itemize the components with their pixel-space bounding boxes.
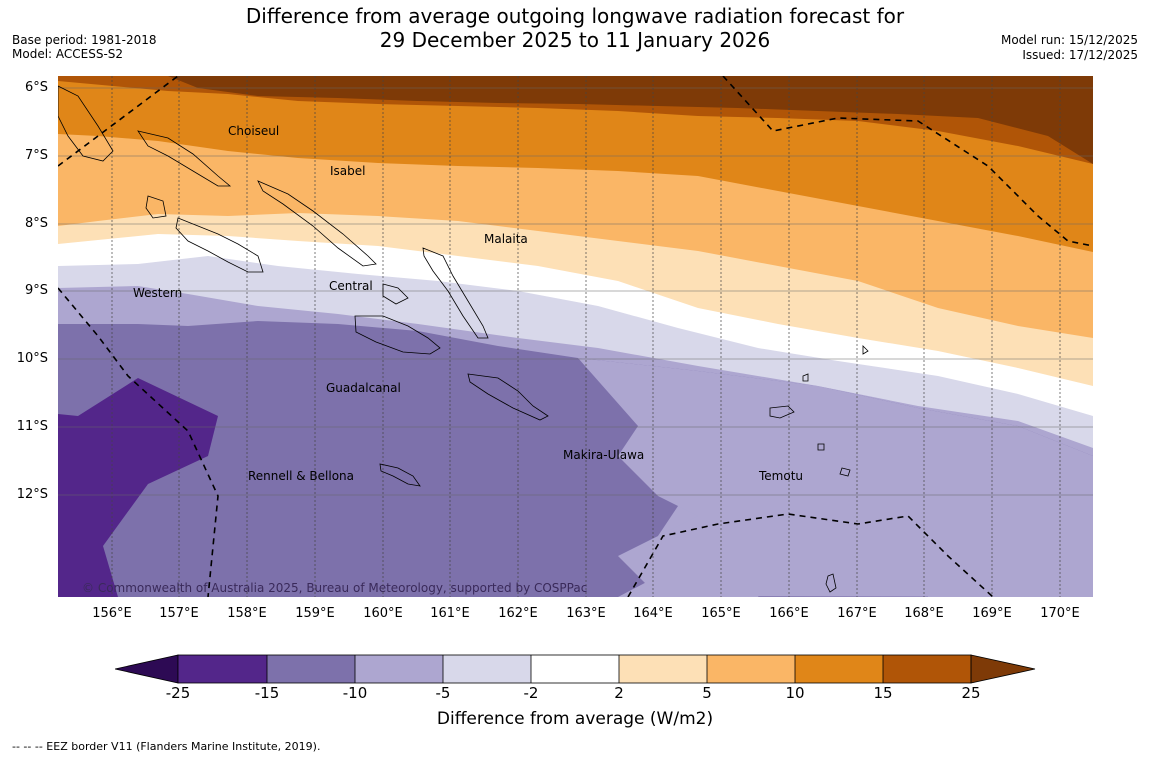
colorbar-segment [795, 655, 883, 683]
lon-label: 165°E [701, 606, 741, 621]
colorbar-label: Difference from average (W/m2) [436, 709, 714, 729]
colorbar-segment-below-min [115, 654, 179, 684]
region-label-choiseul: Choiseul [228, 124, 280, 138]
region-label-isabel: Isabel [330, 164, 366, 178]
island-new-georgia [175, 217, 264, 273]
colorbar-tick: 15 [873, 684, 893, 702]
colorbar-segment [619, 655, 707, 683]
island-utupua [839, 467, 851, 477]
colorbar-segment [178, 655, 267, 683]
region-label-central: Central [329, 279, 373, 293]
colorbar-segment [531, 655, 619, 683]
colorbar-tick: -2 [523, 684, 539, 702]
lat-label: 12°S [16, 487, 48, 502]
issued-date: Issued: 17/12/2025 [1022, 48, 1138, 62]
lat-label: 10°S [16, 351, 48, 366]
colorbar-tick: 2 [614, 684, 624, 702]
island-small-1 [802, 373, 809, 382]
colorbar-segment [267, 655, 355, 683]
meridians [111, 76, 1061, 597]
colorbar-segment-above-max [970, 654, 1036, 684]
model-run: Model run: 15/12/2025 [1000, 33, 1138, 47]
island-santa-cruz [769, 405, 795, 419]
lon-label: 159°E [295, 606, 335, 621]
coastlines [58, 85, 869, 593]
colorbar-dividers [266, 655, 884, 683]
graticule [58, 87, 1093, 496]
olr-map [58, 76, 1093, 597]
eez-legend-note: -- -- -- EEZ border V11 (Flanders Marine… [12, 740, 321, 753]
colorbar-tick: 5 [702, 684, 712, 702]
lon-label: 158°E [227, 606, 267, 621]
lon-label: 170°E [1040, 606, 1080, 621]
region-label-makira-ulawa: Makira-Ulawa [563, 448, 645, 462]
colorbar-tick: -5 [435, 684, 451, 702]
lon-label: 169°E [972, 606, 1012, 621]
colorbar-segment [883, 655, 971, 683]
lon-label: 162°E [498, 606, 538, 621]
copyright-notice: © Commonwealth of Australia 2025, Bureau… [82, 581, 588, 595]
island-bougainville-tip [58, 85, 114, 162]
lon-label: 168°E [904, 606, 944, 621]
lon-label: 166°E [769, 606, 809, 621]
island-small-3 [825, 573, 837, 593]
colorbar-segment [355, 655, 443, 683]
island-malaita [422, 247, 489, 339]
colorbar-tick: -10 [342, 684, 368, 702]
lat-label: 9°S [24, 283, 48, 298]
island-vella [145, 195, 167, 219]
lat-label: 8°S [24, 216, 48, 231]
island-choiseul [137, 130, 232, 187]
colorbar-outline [177, 654, 972, 684]
lon-label: 163°E [566, 606, 606, 621]
colorbar-segment [443, 655, 531, 683]
island-small-2 [862, 345, 869, 355]
region-label-western: Western [133, 286, 183, 300]
model-name: Model: ACCESS-S2 [12, 47, 124, 61]
lon-label: 160°E [363, 606, 403, 621]
region-label-guadalcanal: Guadalcanal [326, 381, 401, 395]
lon-label: 164°E [633, 606, 673, 621]
band-above-25 [168, 76, 1093, 164]
colorbar [115, 654, 1036, 684]
colorbar-tick: -25 [165, 684, 191, 702]
region-label-malaita: Malaita [484, 232, 528, 246]
lat-label: 6°S [24, 80, 48, 95]
island-vanikoro [817, 443, 825, 451]
island-rennell [379, 463, 421, 487]
region-label-rennell-bellona: Rennell & Bellona [248, 469, 355, 483]
island-florida [382, 283, 409, 305]
title-line-2: 29 December 2025 to 11 January 2026 [379, 28, 771, 52]
title-line-1: Difference from average outgoing longwav… [245, 4, 905, 28]
island-makira [467, 373, 549, 421]
colorbar-tick: -15 [254, 684, 280, 702]
band-minus-5-to-minus-10-east [578, 358, 1093, 597]
lon-label: 157°E [159, 606, 199, 621]
lat-label: 11°S [16, 419, 48, 434]
lon-label: 156°E [92, 606, 132, 621]
lon-label: 167°E [837, 606, 877, 621]
colorbar-tick: 25 [961, 684, 981, 702]
base-period: Base period: 1981-2018 [12, 33, 157, 47]
lon-label: 161°E [430, 606, 470, 621]
eez-border [58, 76, 1093, 597]
island-isabel [257, 180, 377, 267]
colorbar-tick: 10 [785, 684, 805, 702]
region-label-temotu: Temotu [759, 469, 804, 483]
colorbar-segment [707, 655, 795, 683]
lat-label: 7°S [24, 148, 48, 163]
island-guadalcanal [354, 315, 441, 355]
